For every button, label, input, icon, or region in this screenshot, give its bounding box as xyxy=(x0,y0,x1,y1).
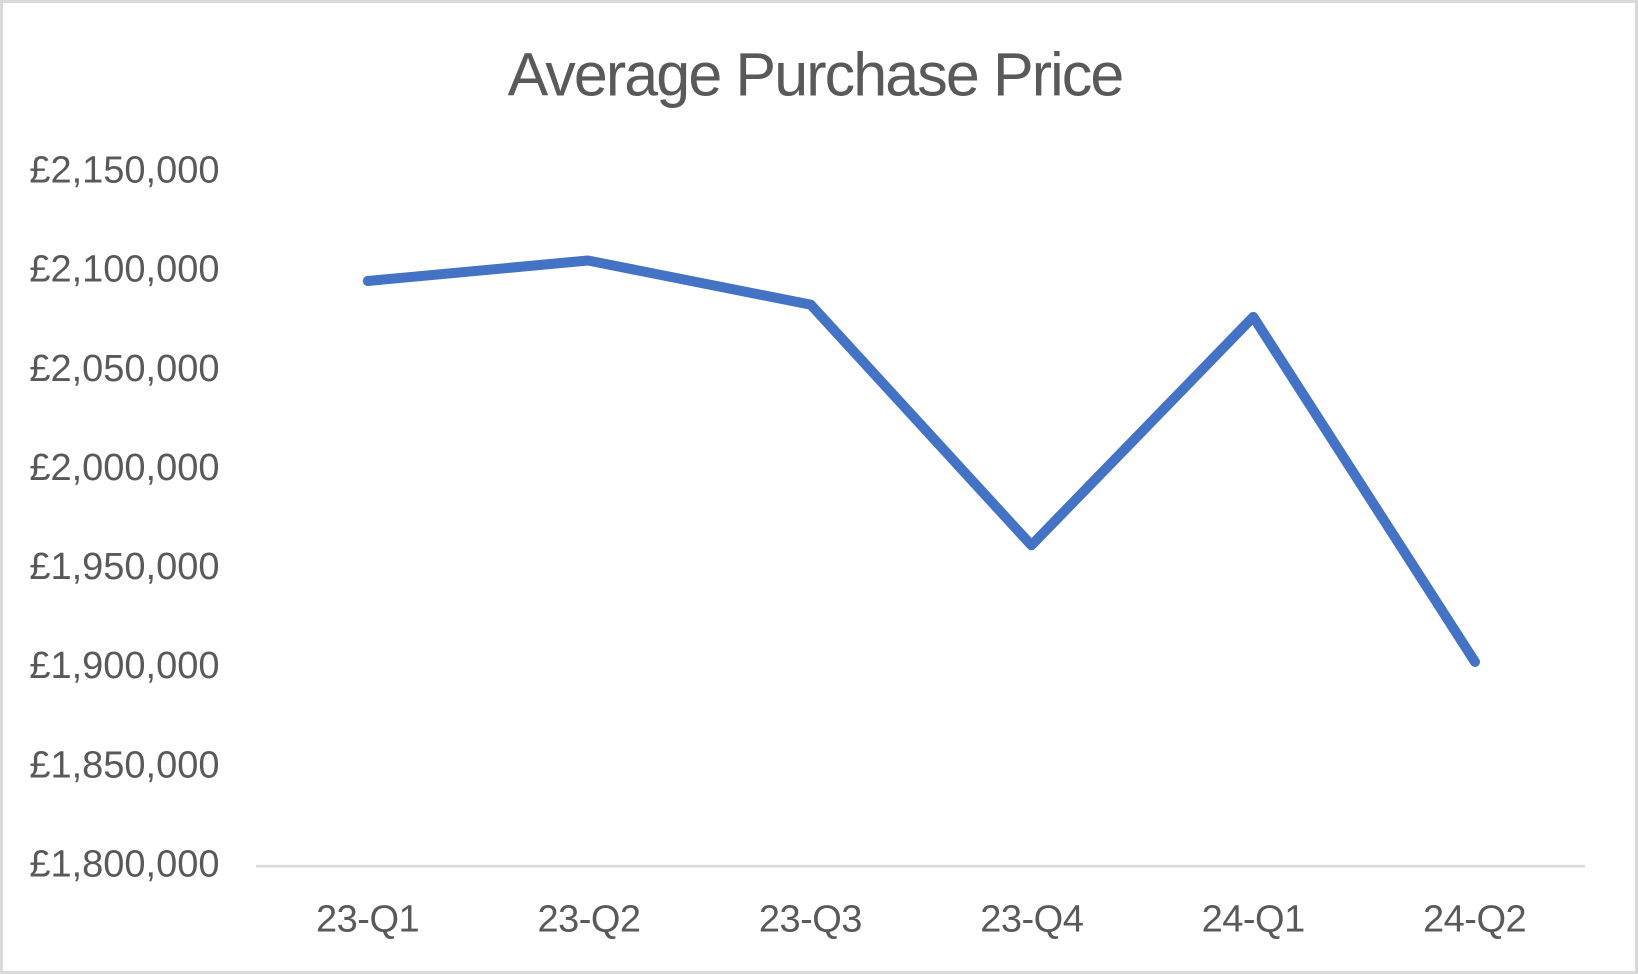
svg-text:23-Q1: 23-Q1 xyxy=(316,899,419,941)
svg-text:£2,050,000: £2,050,000 xyxy=(29,348,219,390)
svg-text:£2,150,000: £2,150,000 xyxy=(29,150,219,192)
svg-text:24-Q2: 24-Q2 xyxy=(1423,899,1526,941)
svg-text:24-Q1: 24-Q1 xyxy=(1202,899,1305,941)
svg-text:£1,900,000: £1,900,000 xyxy=(29,645,219,687)
svg-text:23-Q3: 23-Q3 xyxy=(759,899,862,941)
svg-text:23-Q4: 23-Q4 xyxy=(980,899,1083,941)
svg-text:£2,100,000: £2,100,000 xyxy=(29,249,219,291)
svg-text:23-Q2: 23-Q2 xyxy=(537,899,640,941)
svg-text:Average Purchase Price: Average Purchase Price xyxy=(508,41,1123,109)
svg-text:£1,850,000: £1,850,000 xyxy=(29,744,219,786)
svg-text:£2,000,000: £2,000,000 xyxy=(29,447,219,489)
svg-text:£1,800,000: £1,800,000 xyxy=(29,844,219,886)
svg-text:£1,950,000: £1,950,000 xyxy=(29,546,219,588)
